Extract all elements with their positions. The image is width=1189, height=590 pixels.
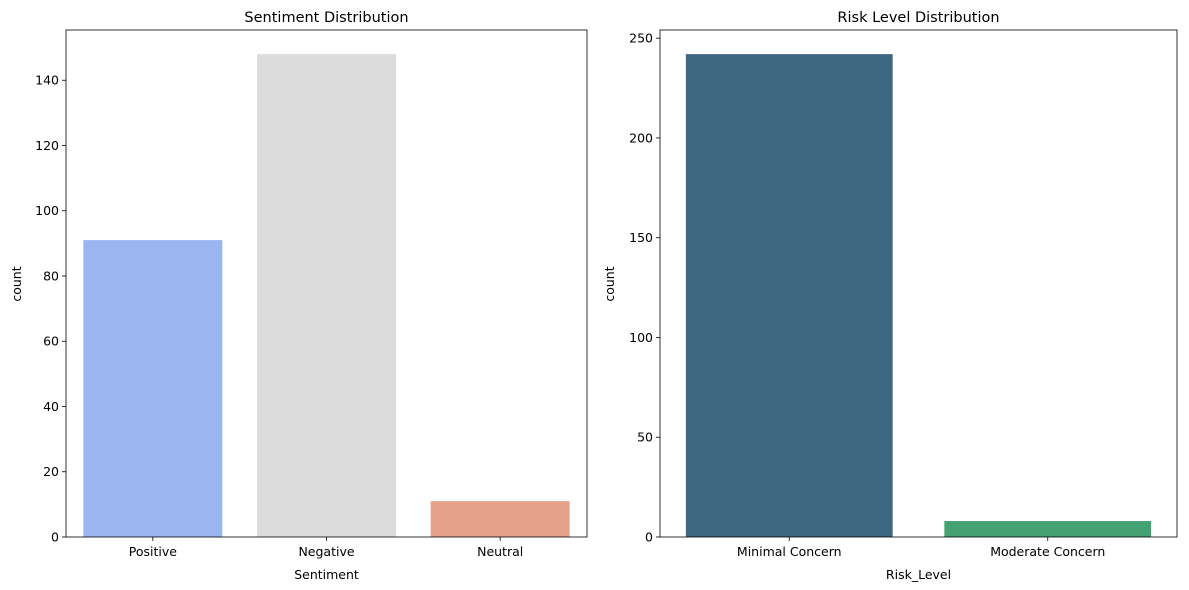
y-tick-label: 40 <box>43 399 59 414</box>
plot-frame <box>659 29 1178 538</box>
bar-positive <box>83 240 223 538</box>
x-ticks: Minimal Concern Moderate Concern <box>737 537 1105 559</box>
y-tick-label: 100 <box>35 203 59 218</box>
y-tick-label: 50 <box>637 430 653 445</box>
bar-minimal-concern <box>685 54 893 538</box>
bar-negative <box>257 54 396 538</box>
x-tick-label: Negative <box>298 544 354 559</box>
x-axis-label: Risk_Level <box>886 567 951 582</box>
y-tick-label: 120 <box>35 138 59 153</box>
x-ticks: Positive Negative Neutral <box>129 537 523 559</box>
x-tick-label: Neutral <box>477 544 523 559</box>
y-axis-label: count <box>602 266 617 301</box>
x-tick-label: Positive <box>129 544 177 559</box>
y-tick-label: 140 <box>35 73 59 88</box>
x-axis-label: Sentiment <box>294 567 359 582</box>
y-tick-label: 150 <box>629 230 653 245</box>
y-ticks: 0 20 40 60 80 100 120 140 <box>35 73 66 545</box>
y-tick-label: 200 <box>629 130 653 145</box>
y-tick-label: 20 <box>43 464 59 479</box>
bar-neutral <box>430 501 570 537</box>
y-tick-label: 0 <box>51 530 59 545</box>
y-tick-label: 250 <box>629 31 653 46</box>
sentiment-chart: Sentiment Distribution Sentiment count 0… <box>9 10 588 582</box>
x-tick-label: Minimal Concern <box>737 544 842 559</box>
y-ticks: 0 50 100 150 200 250 <box>629 31 660 545</box>
bars <box>685 54 1152 538</box>
bars <box>83 54 570 538</box>
y-tick-label: 80 <box>43 268 59 283</box>
risk-level-chart: Risk Level Distribution Risk_Level count… <box>602 10 1178 582</box>
y-tick-label: 0 <box>645 530 653 545</box>
x-tick-label: Moderate Concern <box>990 544 1105 559</box>
y-tick-label: 100 <box>629 330 653 345</box>
y-axis-label: count <box>9 266 24 301</box>
y-tick-label: 60 <box>43 334 59 349</box>
chart-title: Risk Level Distribution <box>837 10 999 26</box>
bar-moderate-concern <box>944 521 1152 537</box>
chart-title: Sentiment Distribution <box>244 10 408 26</box>
plot-frame <box>65 29 588 538</box>
